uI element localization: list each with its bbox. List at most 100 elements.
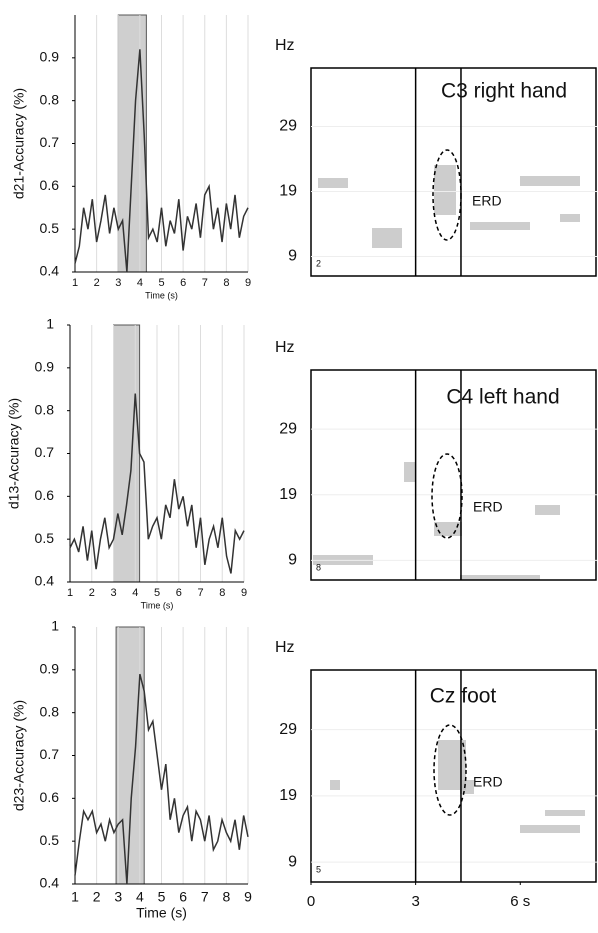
y-tick-label: 0.8 — [35, 401, 55, 417]
y-tick-label: 0.7 — [35, 444, 55, 460]
x-tick-label: 5 — [158, 889, 166, 905]
x-tick-label: 6 — [179, 889, 187, 905]
spectral-blob — [545, 810, 585, 816]
y-tick-label: 29 — [279, 420, 297, 437]
x-tick-label: 3 — [115, 277, 121, 289]
x-axis-label: Time (s) — [141, 600, 174, 610]
y-tick-label: 0.9 — [35, 359, 55, 375]
x-tick-label: 6 — [176, 587, 182, 599]
panel-title: Cz foot — [430, 685, 497, 708]
x-tick-label: 6 — [180, 277, 186, 289]
y-tick-label: 9 — [288, 248, 297, 265]
x-tick-label: 6 s — [510, 893, 530, 910]
y-tick-label: 0.5 — [40, 832, 60, 848]
panel-title: C3 right hand — [441, 80, 567, 103]
y-tick-label: 0.9 — [40, 661, 60, 677]
y-tick-label: 0.4 — [40, 263, 60, 279]
x-tick-label: 1 — [67, 587, 73, 599]
spectral-blob — [318, 178, 348, 188]
spectral-blob — [372, 228, 402, 248]
erd-label: ERD — [473, 499, 503, 515]
x-tick-label: 2 — [89, 587, 95, 599]
y-tick-label: 29 — [279, 721, 297, 738]
y-tick-label: 29 — [279, 118, 297, 135]
y-tick-label: 0.7 — [40, 134, 60, 150]
panel-label: 5 — [316, 864, 321, 874]
frequency-unit: Hz — [275, 37, 295, 54]
x-tick-label: 3 — [110, 587, 116, 599]
x-tick-label: 2 — [94, 277, 100, 289]
y-tick-label: 0.7 — [40, 746, 60, 762]
x-axis-label: Time (s) — [145, 290, 178, 300]
panel-frame — [310, 67, 597, 277]
highlight-band — [117, 14, 147, 273]
y-tick-label: 0.8 — [40, 703, 60, 719]
spectral-blob — [535, 505, 560, 515]
erd-label: ERD — [473, 774, 503, 790]
y-tick-label: 0.5 — [35, 530, 55, 546]
x-tick-label: 5 — [154, 587, 160, 599]
y-tick-label: 0.6 — [40, 789, 60, 805]
x-tick-label: 9 — [241, 587, 247, 599]
y-tick-label: 19 — [279, 183, 297, 200]
x-tick-label: 0 — [307, 893, 315, 910]
spectral-blob — [520, 176, 580, 186]
spectral-blob — [434, 165, 456, 215]
x-tick-label: 8 — [223, 277, 229, 289]
panel-frame — [310, 669, 597, 883]
erd-outline — [431, 453, 463, 539]
y-axis-label: d13-Accuracy (%) — [6, 398, 22, 509]
spectral-blob — [470, 222, 530, 230]
frequency-unit: Hz — [275, 639, 295, 656]
y-tick-label: 0.9 — [40, 49, 60, 65]
x-tick-label: 4 — [137, 277, 143, 289]
accuracy-line — [74, 49, 249, 273]
x-tick-label: 4 — [132, 587, 138, 599]
x-tick-label: 3 — [114, 889, 122, 905]
y-axis-label: d21-Accuracy (%) — [11, 88, 27, 199]
x-tick-label: 3 — [411, 893, 419, 910]
accuracy-line — [69, 393, 245, 574]
spectral-blob — [520, 825, 580, 833]
y-axis-label: d23-Accuracy (%) — [11, 700, 27, 811]
spectral-blob — [330, 780, 340, 790]
y-tick-label: 9 — [288, 552, 297, 569]
y-tick-label: 19 — [279, 787, 297, 804]
x-tick-label: 8 — [222, 889, 230, 905]
spectral-blob — [560, 214, 580, 222]
panel-frame — [310, 369, 597, 581]
y-tick-label: 9 — [288, 853, 297, 870]
x-tick-label: 7 — [197, 587, 203, 599]
spectral-blob — [460, 780, 474, 794]
panel-label: 2 — [316, 258, 321, 268]
panel-title: C4 left hand — [446, 386, 559, 409]
frequency-unit: Hz — [275, 339, 295, 356]
accuracy-line — [74, 673, 249, 885]
erd-outline — [432, 149, 462, 241]
x-tick-label: 9 — [244, 889, 252, 905]
x-tick-label: 7 — [201, 889, 209, 905]
y-tick-label: 0.8 — [40, 91, 60, 107]
erd-outline — [433, 724, 467, 816]
x-tick-label: 4 — [136, 889, 144, 905]
x-tick-label: 8 — [219, 587, 225, 599]
y-tick-label: 1 — [51, 618, 59, 634]
x-tick-label: 9 — [245, 277, 251, 289]
y-tick-label: 0.6 — [35, 487, 55, 503]
y-tick-label: 0.4 — [35, 573, 55, 589]
y-tick-label: 0.4 — [40, 875, 60, 891]
x-tick-label: 2 — [93, 889, 101, 905]
x-axis-label: Time (s) — [136, 905, 187, 921]
y-tick-label: 0.6 — [40, 177, 60, 193]
y-tick-label: 0.5 — [40, 220, 60, 236]
x-tick-label: 7 — [202, 277, 208, 289]
spectral-blob — [404, 462, 416, 482]
erd-label: ERD — [472, 193, 502, 209]
x-tick-label: 1 — [72, 277, 78, 289]
x-tick-label: 5 — [158, 277, 164, 289]
spectral-blob — [460, 575, 540, 580]
y-tick-label: 19 — [279, 486, 297, 503]
panel-label: 8 — [316, 562, 321, 572]
y-tick-label: 1 — [46, 316, 54, 332]
